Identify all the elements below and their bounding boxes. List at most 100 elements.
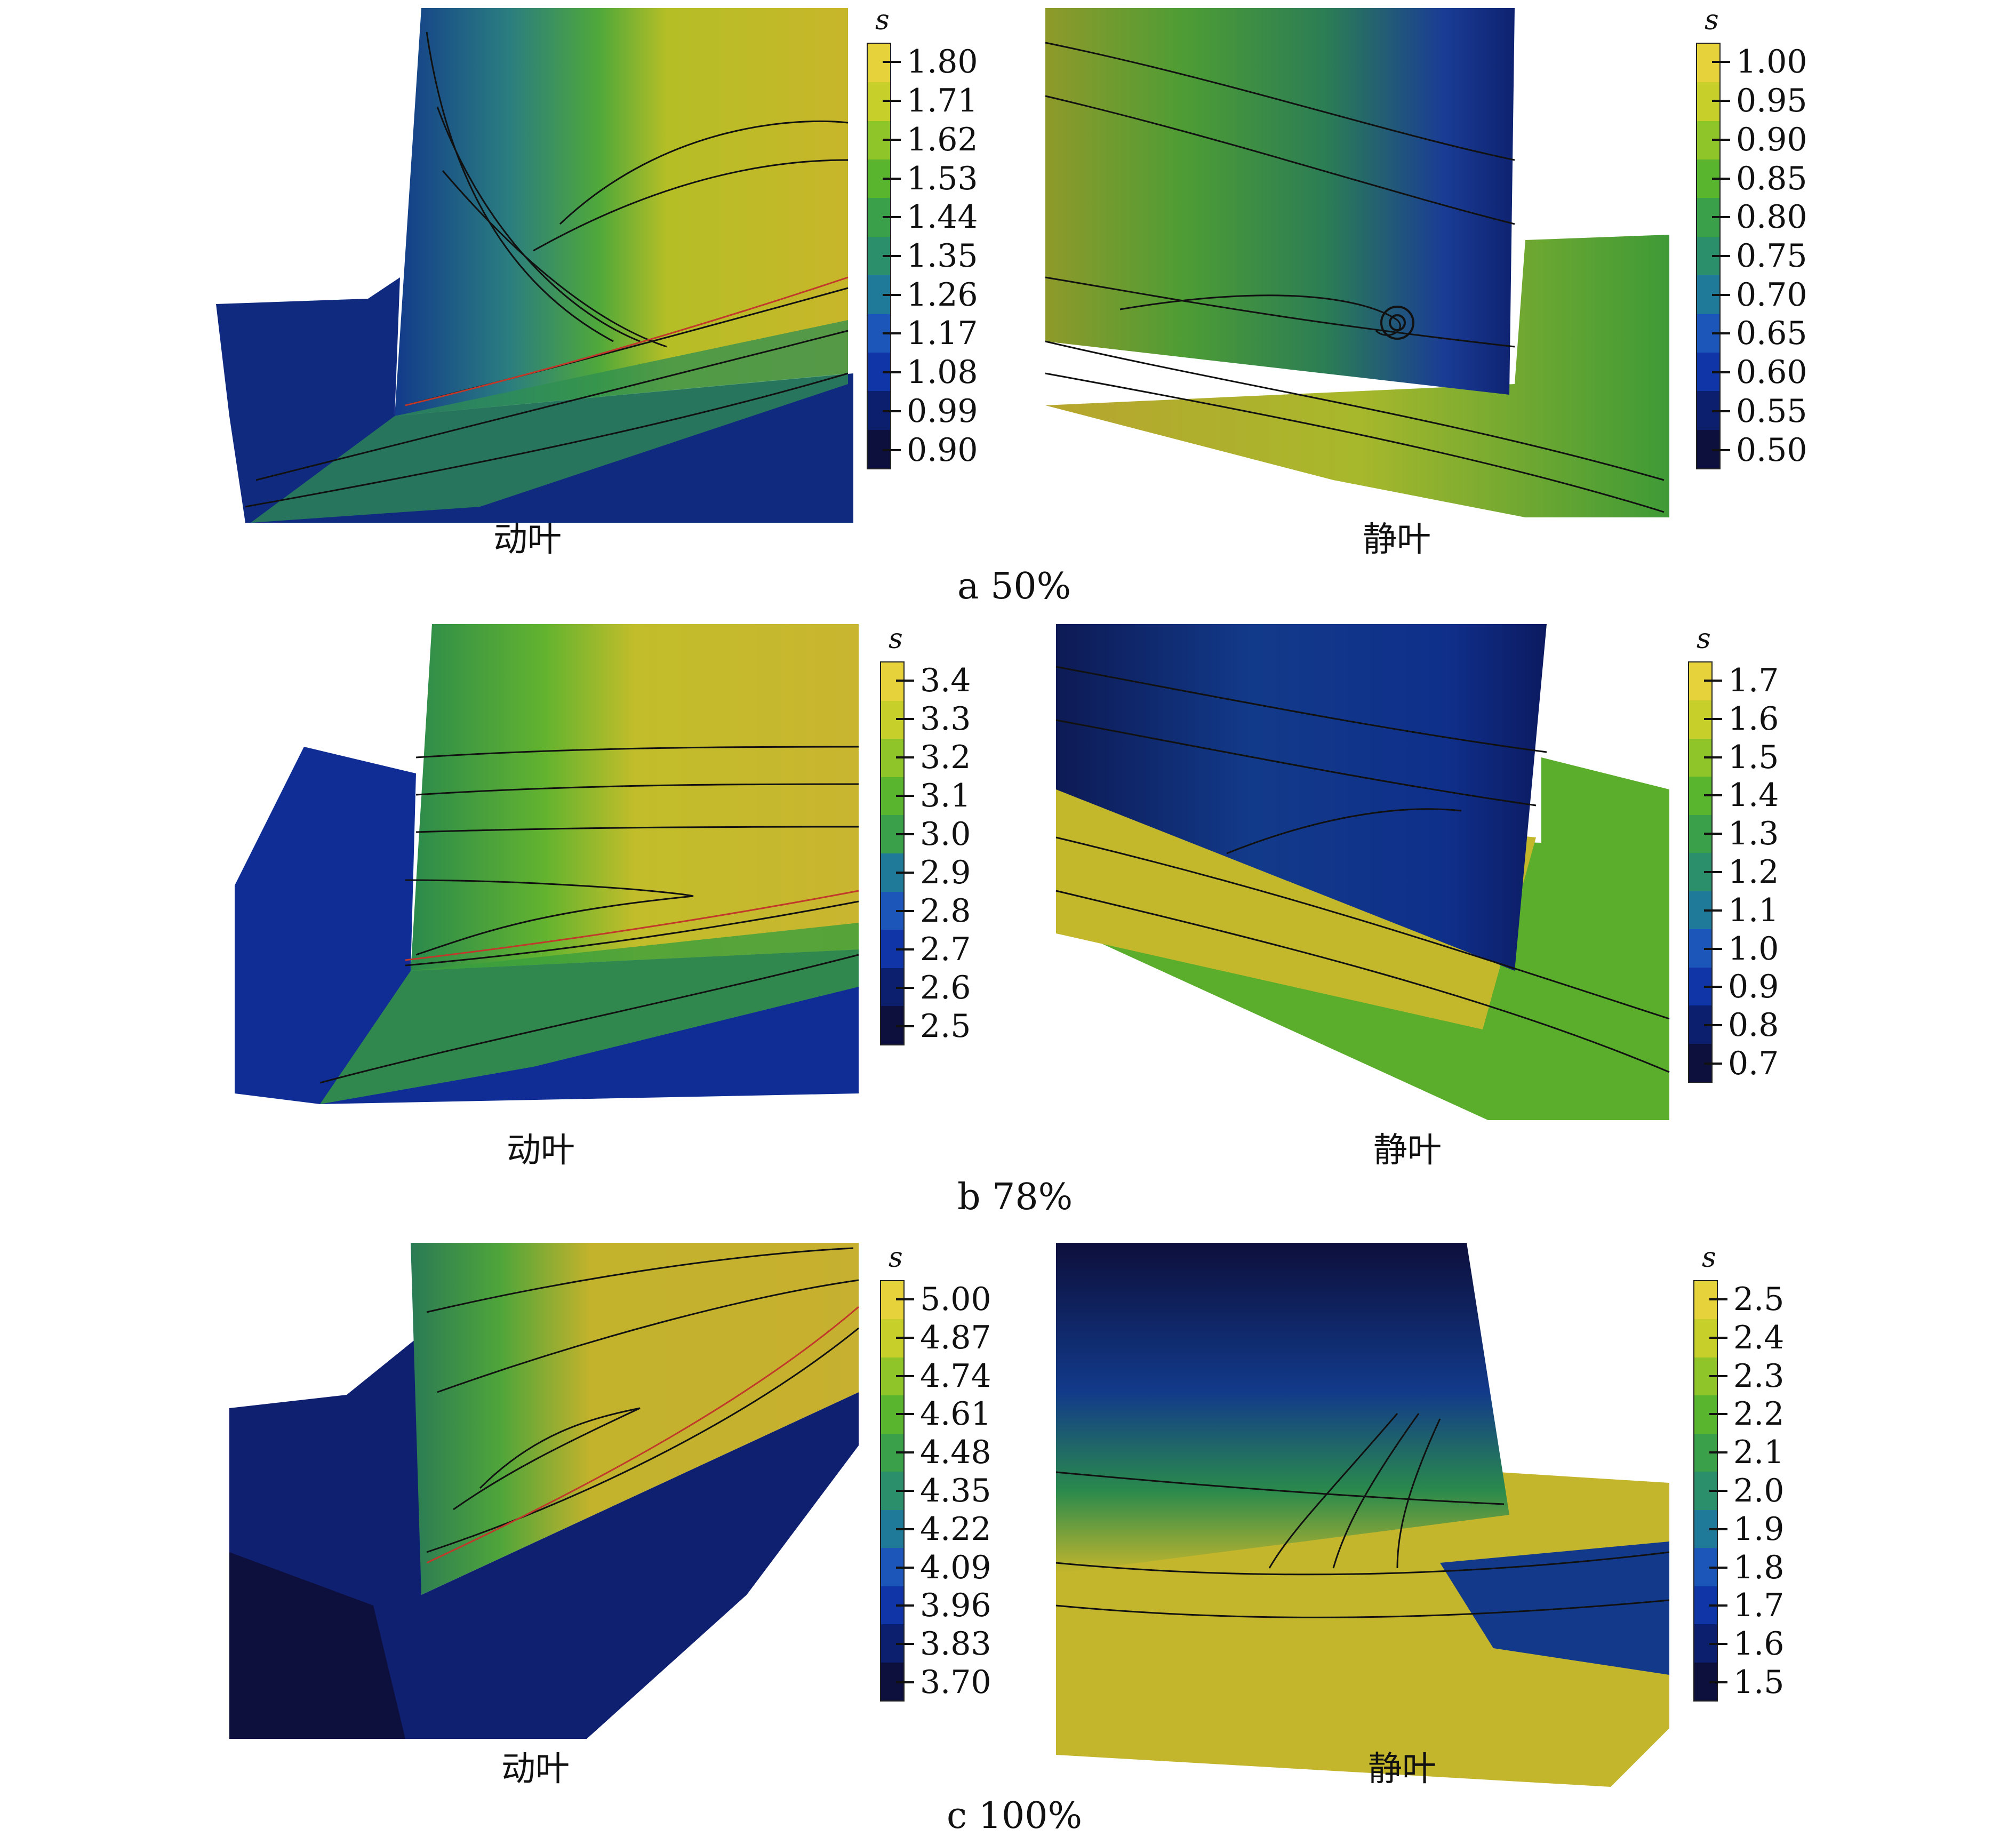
stator-hub-blue [1440,1542,1669,1675]
colorbar-tick-label: 1.53 [907,159,978,197]
rotor-blade-surface [411,1243,859,1595]
colorbar-tick-label: 2.4 [1733,1319,1785,1356]
colorbar-tick-label: 3.83 [920,1625,991,1663]
row-caption: b 78% [957,1176,1073,1218]
colorbar-tick [883,449,901,451]
colorbar-tick [896,1566,914,1569]
colorbar-tick [1704,756,1722,758]
colorbar-tick-label: 1.7 [1733,1587,1785,1625]
colorbar-tick [1704,833,1722,835]
colorbar-title: s [889,1242,903,1274]
rotor-label: 动叶 [507,1131,575,1170]
colorbar-tick [1712,100,1730,102]
colorbar-tick-label: 0.99 [907,392,978,430]
colorbar-tick-label: 1.17 [907,315,978,353]
colorbar-tick-label: 1.6 [1728,700,1779,738]
colorbar-tick-label: 2.0 [1733,1472,1785,1509]
colorbar-tick-label: 3.0 [920,816,971,853]
colorbar-tick-label: 0.75 [1736,237,1807,275]
colorbar-tick-label: 0.50 [1736,431,1807,469]
colorbar-tick-label: 2.7 [920,931,971,968]
colorbar-tick [1712,332,1730,335]
colorbar-tick-label: 3.1 [920,777,971,814]
row-a: 动叶 静叶 a 50% [0,0,2016,613]
row-c: 动叶 静叶 c 100% [0,1232,2016,1837]
rotor-hub-surface [229,1339,859,1739]
colorbar-tick [1712,293,1730,296]
colorbar-tick [1712,138,1730,141]
rotor-label: 动叶 [493,520,562,560]
colorbar-tick [896,756,914,758]
colorbar-tick [883,100,901,102]
colorbar-tick [883,138,901,141]
colorbar-tick [883,332,901,335]
colorbar-tick-label: 0.8 [1728,1007,1779,1044]
colorbar-tick [1704,717,1722,720]
colorbar-tick-label: 0.7 [1728,1045,1779,1083]
colorbar-tick [1709,1566,1727,1569]
colorbar-tick [1709,1528,1727,1530]
row-c-figure [229,1243,1670,1787]
colorbar-tick [896,872,914,874]
colorbar-title: s [1705,4,1719,36]
colorbar-tick [896,1490,914,1492]
stator-streamlines [1045,42,1665,513]
colorbar-tick [896,1643,914,1646]
colorbar-tick-label: 0.60 [1736,354,1807,392]
colorbar-tick-label: 2.3 [1733,1357,1785,1395]
colorbar-tick [883,177,901,180]
colorbar-tick-label: 4.74 [920,1357,991,1395]
colorbar-tick-label: 5.00 [920,1280,991,1318]
colorbar-tick-label: 0.95 [1736,82,1807,120]
colorbar-tick [883,61,901,63]
colorbar-tick [896,1298,914,1300]
stator-streamlines [1055,1413,1670,1618]
colorbar-tick-label: 0.70 [1736,276,1807,314]
stator-blade-surface [1056,1243,1509,1574]
colorbar-tick [1709,1413,1727,1416]
rotor-endwall-band [251,320,848,523]
colorbar-tick-label: 1.5 [1728,738,1779,776]
colorbar-tick [1712,449,1730,451]
colorbar-tick [883,371,901,374]
colorbar-tick-label: 1.26 [907,276,978,314]
colorbar-tick-label: 4.48 [920,1434,991,1472]
colorbar-tick-label: 1.4 [1728,777,1779,814]
colorbar-tick-label: 3.4 [920,662,971,699]
colorbar-title: s [1702,1242,1716,1274]
colorbar-tick-label: 0.90 [907,431,978,469]
colorbar-tick [896,948,914,951]
row-caption: c 100% [947,1795,1083,1837]
colorbar-tick [1709,1336,1727,1339]
colorbar-tick [1709,1451,1727,1454]
colorbar-tick [896,1528,914,1530]
colorbar-tick [1712,216,1730,219]
colorbar-tick-label: 2.9 [920,854,971,891]
colorbar-tick [896,833,914,835]
colorbar-tick [1704,986,1722,988]
colorbar-tick [896,1451,914,1454]
colorbar-tick-label: 0.65 [1736,315,1807,353]
rotor-label: 动叶 [501,1750,570,1789]
stator-hub-surface [1045,235,1669,517]
colorbar-tick-label: 1.80 [907,43,978,81]
colorbar-tick [896,1336,914,1339]
colorbar-tick [1704,1024,1722,1027]
colorbar-tick-label: 4.35 [920,1472,991,1509]
colorbar-tick-label: 4.87 [920,1319,991,1356]
colorbar-tick-label: 1.00 [1736,43,1807,81]
rotor-streamlines [426,1247,859,1553]
rotor-streamlines [319,746,859,1084]
colorbar [1688,661,1713,1083]
row-b: 动叶 静叶 b 78% [0,613,2016,1232]
colorbar-tick [1709,1643,1727,1646]
colorbar-tick-label: 0.85 [1736,159,1807,197]
colorbar-tick-label: 1.1 [1728,891,1779,929]
colorbar-tick [1712,177,1730,180]
colorbar-tick [896,1025,914,1027]
colorbar-tick-label: 1.08 [907,354,978,392]
colorbar-tick [883,410,901,412]
colorbar-tick-label: 0.55 [1736,392,1807,430]
rotor-endwall-band [320,923,859,1104]
colorbar-tick-label: 2.5 [920,1008,971,1045]
